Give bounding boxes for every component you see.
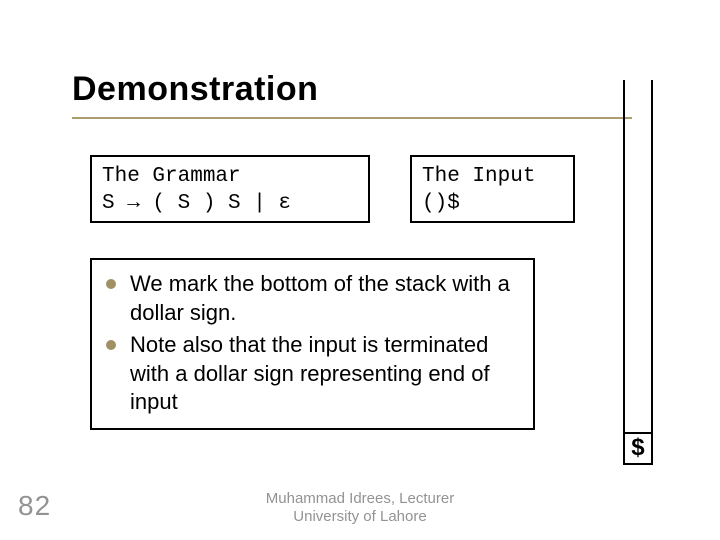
slide: Demonstration The Grammar S → ( S ) S | … bbox=[0, 0, 720, 540]
list-item: We mark the bottom of the stack with a d… bbox=[106, 270, 519, 327]
stack-left-rail bbox=[623, 80, 625, 465]
list-item: Note also that the input is terminated w… bbox=[106, 331, 519, 417]
stack-right-rail bbox=[651, 80, 653, 465]
bullet-text: Note also that the input is terminated w… bbox=[130, 331, 519, 417]
title-underline bbox=[72, 117, 632, 119]
input-line1: The Input bbox=[422, 165, 535, 188]
footer: Muhammad Idrees, Lecturer University of … bbox=[0, 490, 720, 526]
stack-bottom-cell: $ bbox=[623, 432, 653, 465]
footer-line2: University of Lahore bbox=[0, 508, 720, 526]
page-title: Demonstration bbox=[72, 70, 318, 109]
footer-line1: Muhammad Idrees, Lecturer bbox=[0, 490, 720, 508]
bullet-icon bbox=[106, 279, 116, 289]
grammar-line2: S → ( S ) S | ε bbox=[102, 192, 291, 215]
input-line2: ()$ bbox=[422, 192, 460, 215]
grammar-box: The Grammar S → ( S ) S | ε bbox=[90, 155, 370, 223]
input-box: The Input ()$ bbox=[410, 155, 575, 223]
bullet-icon bbox=[106, 340, 116, 350]
bullet-text: We mark the bottom of the stack with a d… bbox=[130, 270, 519, 327]
grammar-line1: The Grammar bbox=[102, 165, 241, 188]
notes-box: We mark the bottom of the stack with a d… bbox=[90, 258, 535, 430]
